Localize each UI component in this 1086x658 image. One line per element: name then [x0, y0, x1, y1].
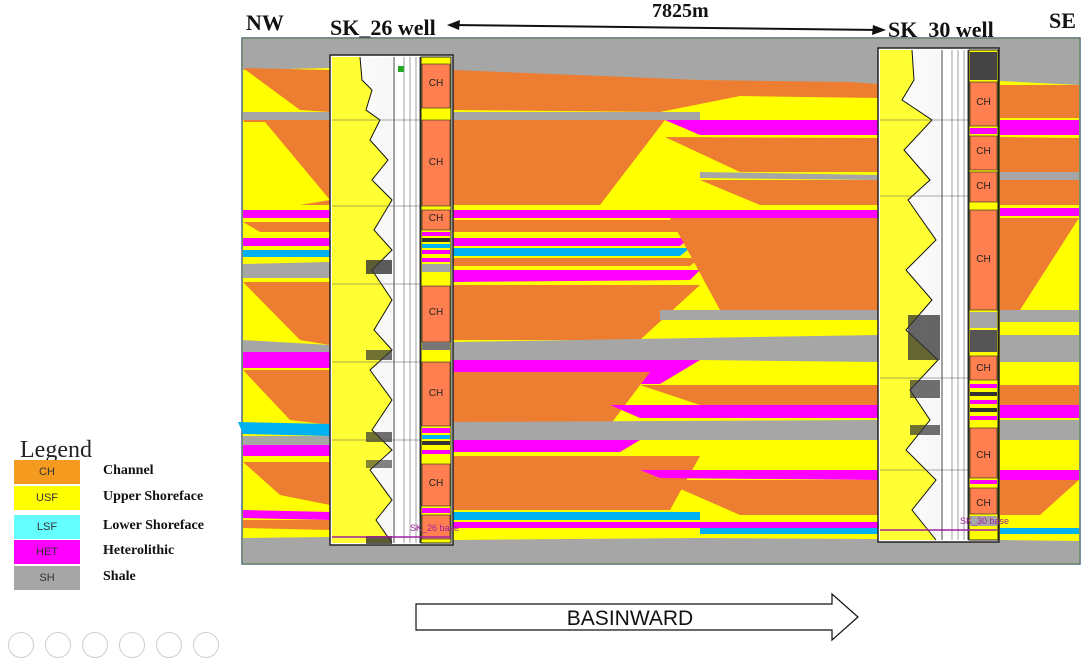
legend-item-channel: CH Channel: [14, 460, 234, 484]
legend-label: Heterolithic: [103, 543, 175, 558]
ghost-toolbar-icon[interactable]: [8, 632, 34, 658]
right-core-unit-label: CH: [976, 146, 991, 157]
right-core-unit-label: CH: [976, 97, 991, 108]
legend-item-shale: SH Shale: [14, 566, 234, 590]
legend-swatch: SH: [14, 566, 80, 590]
right-well-log-panel: [877, 47, 1000, 543]
legend-swatch: HET: [14, 540, 80, 564]
left-margin-facies: [238, 68, 330, 530]
inter-well-facies: [453, 70, 878, 534]
legend-label: Lower Shoreface: [103, 518, 204, 533]
well-distance-label: 7825m: [652, 0, 709, 22]
left-core-unit-label: CH: [428, 157, 444, 168]
right-core-unit-label: CH: [976, 450, 991, 461]
left-well-log-panel: [329, 54, 454, 546]
basinward-label: BASINWARD: [566, 607, 694, 630]
right-core-unit-label: CH: [976, 181, 991, 192]
ghost-toolbar-icon[interactable]: [82, 632, 108, 658]
ghost-toolbar-icon[interactable]: [156, 632, 182, 658]
left-core-unit-label: CH: [428, 478, 444, 489]
right-well-base-label: SK_30 base: [960, 516, 1010, 526]
se-direction-label: SE: [1049, 8, 1076, 33]
right-core-unit-label: CH: [976, 363, 991, 374]
right-core-unit-label: CH: [976, 498, 991, 509]
ghost-toolbar-icon[interactable]: [119, 632, 145, 658]
legend-item-lower-shoreface: LSF Lower Shoreface: [14, 515, 234, 539]
legend-item-upper-shoreface: USF Upper Shoreface: [14, 486, 234, 510]
left-core-unit-label: CH: [428, 213, 444, 224]
left-core-unit-label: CH: [428, 78, 444, 89]
right-core-unit-label: CH: [976, 254, 991, 265]
legend-swatch: CH: [14, 460, 80, 484]
cross-section-diagram: [238, 20, 1081, 565]
legend-label: Channel: [103, 463, 154, 478]
right-margin-facies: [1000, 85, 1079, 534]
legend-title: Legend: [20, 437, 92, 463]
distance-arrow: [447, 20, 886, 35]
left-core-unit-label: CH: [428, 307, 444, 318]
left-well-title: SK_26 well: [330, 15, 436, 40]
ghost-toolbar-icon[interactable]: [193, 632, 219, 658]
legend-swatch: USF: [14, 486, 80, 510]
legend-label: Shale: [103, 569, 136, 584]
nw-direction-label: NW: [246, 10, 284, 35]
left-well-base-label: SK_26 base: [410, 523, 460, 533]
legend-swatch: LSF: [14, 515, 80, 539]
ghost-toolbar-icon[interactable]: [45, 632, 71, 658]
left-core-unit-label: CH: [428, 388, 444, 399]
basinward-arrow-icon: [415, 592, 859, 642]
legend-item-heterolithic: HET Heterolithic: [14, 540, 234, 564]
legend-label: Upper Shoreface: [103, 489, 204, 504]
